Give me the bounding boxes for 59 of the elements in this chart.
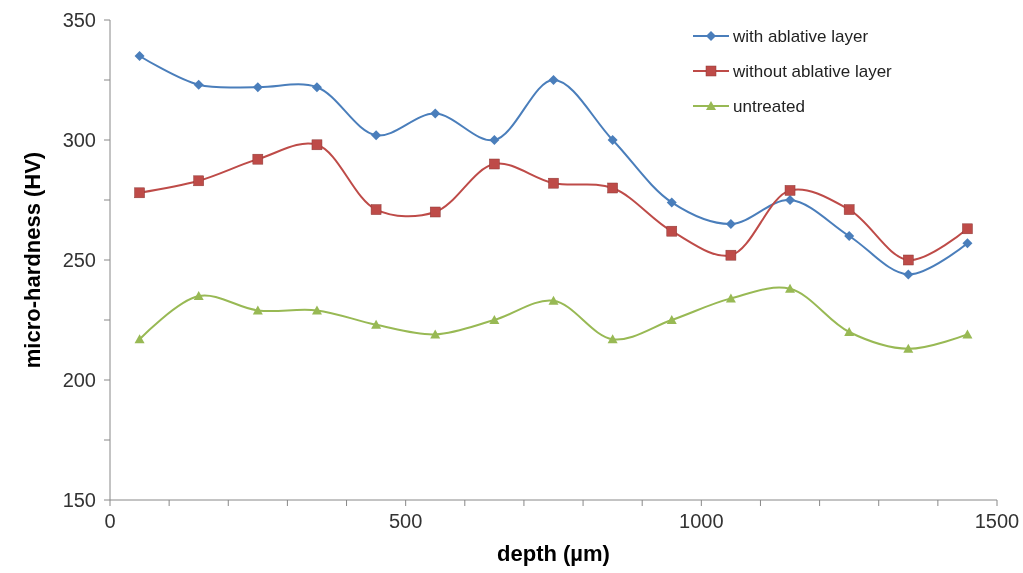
point: [607, 135, 618, 145]
point: [489, 158, 500, 170]
point: [725, 219, 736, 229]
point: [489, 135, 500, 145]
point: [725, 249, 737, 261]
point: [134, 334, 145, 344]
y-tick-label: 150: [62, 489, 96, 511]
point: [962, 238, 973, 249]
point: [607, 182, 618, 194]
point: [785, 283, 796, 293]
point: [666, 225, 678, 237]
point: [193, 175, 204, 187]
x-tick-label: 1500: [974, 510, 1020, 532]
point: [489, 315, 500, 324]
point: [429, 206, 441, 218]
point: [252, 82, 263, 93]
point: [548, 177, 559, 189]
x-axis-title: depth (µm): [497, 541, 610, 566]
legend-label: with ablative layer: [732, 27, 869, 46]
point: [666, 315, 677, 324]
point: [371, 130, 382, 141]
point: [548, 295, 559, 305]
point: [548, 75, 559, 85]
point: [844, 231, 855, 241]
point: [843, 204, 855, 215]
point: [430, 329, 441, 339]
point: [311, 305, 322, 315]
point: [784, 185, 796, 196]
point: [370, 204, 382, 215]
y-tick-label: 350: [62, 9, 96, 31]
x-tick-label: 1000: [679, 510, 724, 532]
legend-label: untreated: [733, 97, 805, 116]
point: [311, 139, 323, 151]
point: [903, 269, 914, 280]
point: [134, 187, 145, 199]
point: [430, 108, 441, 119]
point: [844, 327, 855, 336]
point: [666, 197, 677, 208]
point: [962, 329, 973, 339]
point: [193, 79, 204, 90]
point: [252, 305, 263, 315]
point: [725, 293, 736, 303]
y-axis-title: micro-hardness (HV): [20, 151, 45, 369]
y-tick-label: 250: [62, 249, 96, 271]
x-tick-label: 0: [104, 510, 116, 532]
point: [311, 82, 322, 93]
point: [903, 343, 914, 353]
point: [962, 223, 973, 235]
point: [193, 291, 204, 300]
point: [134, 51, 145, 61]
y-tick-label: 300: [62, 129, 96, 151]
point: [252, 153, 264, 165]
legend-label: without ablative layer: [732, 62, 893, 81]
point: [371, 319, 382, 329]
point: [785, 195, 796, 205]
point: [903, 254, 914, 266]
point: [607, 334, 618, 344]
y-tick-label: 200: [62, 369, 96, 391]
x-tick-label: 500: [388, 510, 423, 532]
